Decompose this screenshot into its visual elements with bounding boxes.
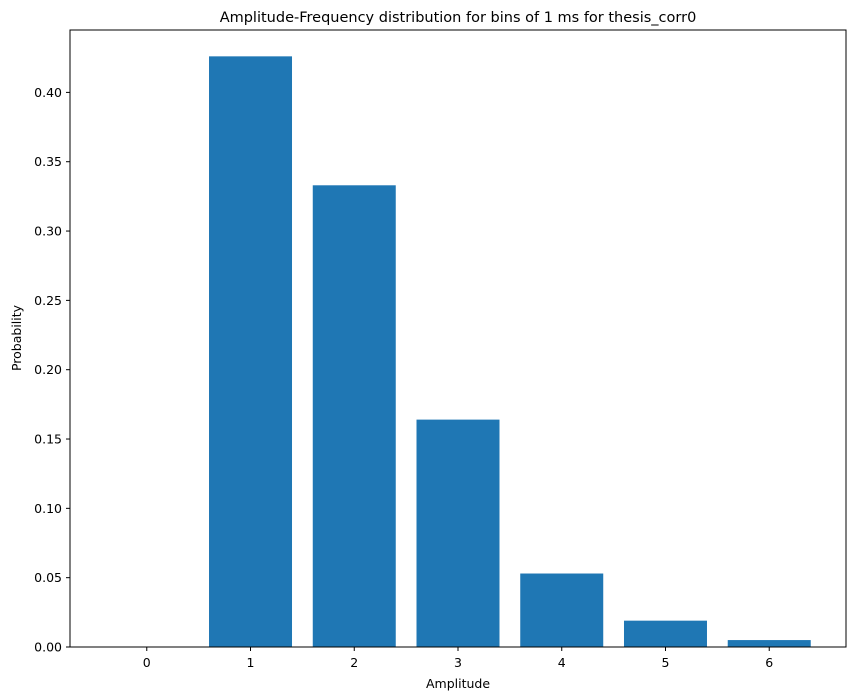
bar-6 xyxy=(727,640,811,647)
bar-4 xyxy=(520,573,604,647)
x-tick-label: 2 xyxy=(350,655,358,670)
y-tick-label: 0.00 xyxy=(34,640,62,655)
y-tick-label: 0.10 xyxy=(34,501,62,516)
bar-2 xyxy=(312,185,396,647)
y-tick-label: 0.15 xyxy=(34,432,62,447)
y-axis-label: Probability xyxy=(9,304,24,371)
y-axis-ticks: 0.00 0.05 0.10 0.15 0.20 0.25 0.30 0.35 0.40 xyxy=(34,85,70,655)
y-tick-label: 0.20 xyxy=(34,362,62,377)
x-tick-label: 5 xyxy=(662,655,670,670)
bars-group xyxy=(209,56,811,648)
x-tick-label: 6 xyxy=(765,655,773,670)
x-tick-label: 0 xyxy=(143,655,151,670)
x-axis-ticks: 0 1 2 3 4 5 6 xyxy=(143,647,773,670)
bar-3 xyxy=(416,419,500,647)
y-tick-label: 0.40 xyxy=(34,85,62,100)
x-tick-label: 1 xyxy=(247,655,255,670)
y-tick-label: 0.25 xyxy=(34,293,62,308)
y-tick-label: 0.05 xyxy=(34,570,62,585)
plot-frame xyxy=(69,29,847,648)
y-tick-label: 0.35 xyxy=(34,154,62,169)
x-axis-label: Amplitude xyxy=(426,676,490,691)
x-tick-label: 3 xyxy=(454,655,462,670)
y-tick-label: 0.30 xyxy=(34,224,62,239)
chart-title: Amplitude-Frequency distribution for bin… xyxy=(220,10,697,26)
x-tick-label: 4 xyxy=(558,655,566,670)
bar-5 xyxy=(623,620,707,647)
bar-1 xyxy=(209,56,293,648)
